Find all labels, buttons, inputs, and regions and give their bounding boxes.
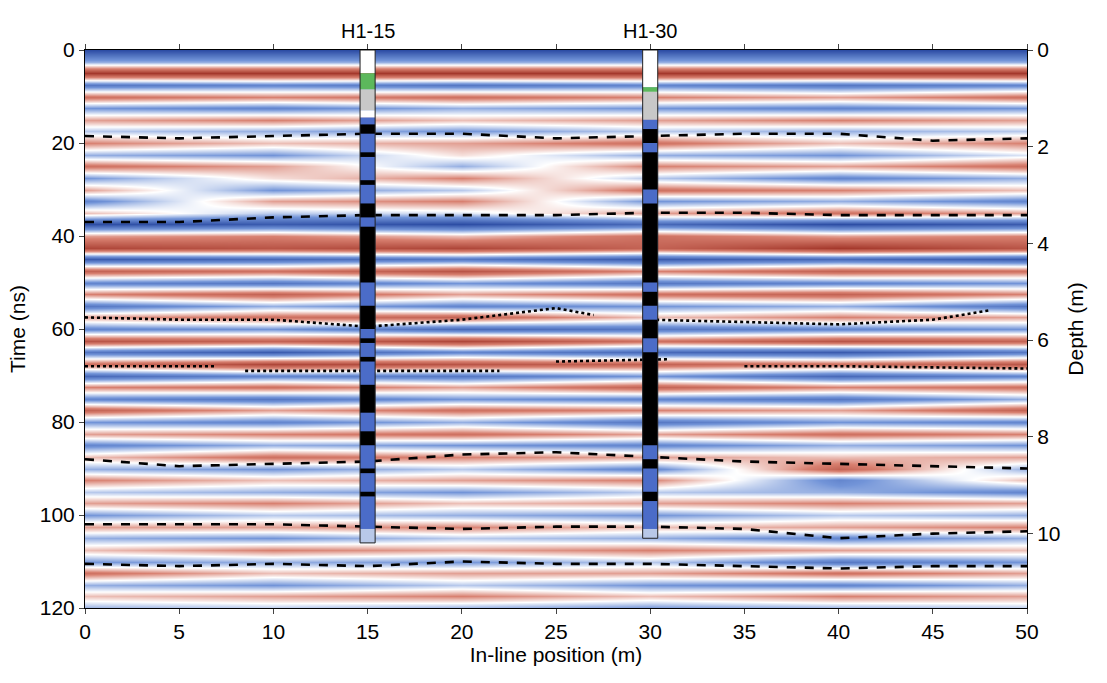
svg-text:0: 0 <box>1037 38 1049 61</box>
svg-text:45: 45 <box>921 620 944 643</box>
svg-text:6: 6 <box>1037 328 1049 351</box>
svg-text:30: 30 <box>639 620 662 643</box>
svg-text:20: 20 <box>450 620 473 643</box>
svg-text:Time (ns): Time (ns) <box>6 285 29 373</box>
svg-text:5: 5 <box>173 620 185 643</box>
svg-text:H1-30: H1-30 <box>623 20 677 42</box>
svg-text:4: 4 <box>1037 232 1049 255</box>
svg-text:H1-15: H1-15 <box>341 20 395 42</box>
svg-text:15: 15 <box>356 620 379 643</box>
svg-text:120: 120 <box>40 596 75 619</box>
svg-text:50: 50 <box>1015 620 1038 643</box>
svg-text:100: 100 <box>40 503 75 526</box>
svg-text:80: 80 <box>51 410 74 433</box>
svg-text:40: 40 <box>827 620 850 643</box>
svg-text:25: 25 <box>544 620 567 643</box>
svg-text:60: 60 <box>51 317 74 340</box>
svg-text:10: 10 <box>262 620 285 643</box>
svg-text:Depth (m): Depth (m) <box>1064 282 1087 375</box>
svg-text:In-line position (m): In-line position (m) <box>470 643 643 666</box>
svg-text:0: 0 <box>63 38 75 61</box>
svg-text:40: 40 <box>51 224 74 247</box>
svg-text:10: 10 <box>1037 522 1060 545</box>
svg-text:8: 8 <box>1037 425 1049 448</box>
svg-text:20: 20 <box>51 131 74 154</box>
svg-text:0: 0 <box>79 620 91 643</box>
svg-text:2: 2 <box>1037 135 1049 158</box>
svg-text:35: 35 <box>733 620 756 643</box>
